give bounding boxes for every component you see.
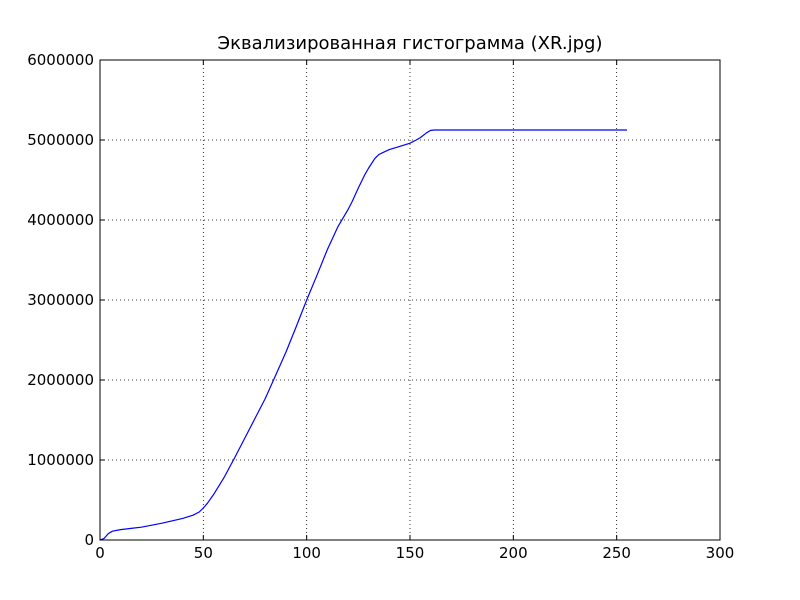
data-point [471, 129, 472, 130]
axis-ticks [99, 59, 721, 541]
data-point [151, 525, 152, 526]
data-point [172, 520, 173, 521]
x-tick-label: 250 [602, 544, 631, 562]
data-point [199, 511, 200, 512]
data-point [451, 129, 452, 130]
x-tick-label: 300 [706, 544, 735, 562]
y-tick-label: 6000000 [27, 51, 94, 69]
data-point [265, 398, 266, 399]
x-axis-tick-labels: 0 50 100 150 200 250 300 [95, 544, 734, 562]
data-point [420, 137, 421, 138]
y-tick-label: 2000000 [27, 371, 94, 389]
data-point [316, 275, 317, 276]
data-point [430, 130, 431, 131]
y-tick-label: 3000000 [27, 291, 94, 309]
series-layer [99, 129, 627, 541]
data-point [213, 494, 214, 495]
data-point [513, 129, 514, 130]
data-point [337, 227, 338, 228]
data-point [347, 209, 348, 210]
data-point [112, 531, 113, 532]
data-point [108, 533, 109, 534]
data-point [389, 149, 390, 150]
y-tick-label: 4000000 [27, 211, 94, 229]
data-point [130, 528, 131, 529]
data-point [244, 438, 245, 439]
x-tick-label: 100 [292, 544, 321, 562]
data-point [358, 187, 359, 188]
x-tick-label: 0 [95, 544, 105, 562]
data-point [207, 503, 208, 504]
data-point [595, 129, 596, 130]
data-point [254, 418, 255, 419]
data-point [306, 299, 307, 300]
x-tick-label: 150 [396, 544, 425, 562]
data-point [161, 523, 162, 524]
data-point [234, 458, 235, 459]
y-tick-label: 0 [84, 531, 94, 549]
x-tick-label: 200 [499, 544, 528, 562]
data-point [364, 175, 365, 176]
data-point [203, 507, 204, 508]
data-point [374, 158, 375, 159]
data-point [104, 538, 105, 539]
data-point [223, 477, 224, 478]
data-point [440, 129, 441, 130]
data-point [554, 129, 555, 130]
x-tick-label: 50 [194, 544, 213, 562]
data-point [285, 351, 286, 352]
data-point [352, 201, 353, 202]
data-point [626, 129, 627, 130]
chart-title: Эквализированная гистограмма (XR.jpg) [218, 33, 603, 54]
data-point [182, 518, 183, 519]
data-point [275, 375, 276, 376]
y-tick-label: 5000000 [27, 131, 94, 149]
series-line [99, 129, 627, 541]
data-point [296, 326, 297, 327]
data-point [120, 529, 121, 530]
data-point [426, 132, 427, 133]
data-point [368, 167, 369, 168]
y-axis-tick-labels: 0 1000000 2000000 3000000 4000000 5000000 6000… [27, 51, 94, 549]
y-tick-label: 1000000 [27, 451, 94, 469]
data-point [141, 527, 142, 528]
data-point [416, 139, 417, 140]
data-point [409, 143, 410, 144]
data-point [192, 515, 193, 516]
data-point [399, 146, 400, 147]
data-point [434, 129, 435, 130]
data-point [327, 249, 328, 250]
data-point [378, 154, 379, 155]
